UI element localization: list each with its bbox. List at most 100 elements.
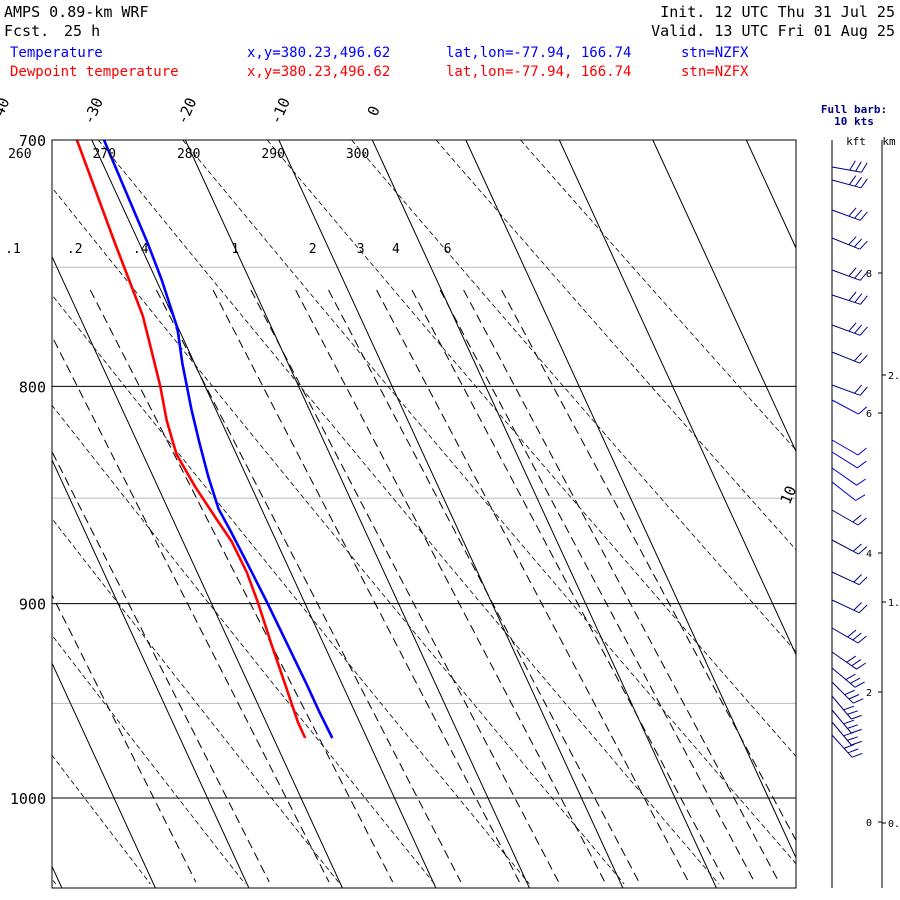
wind-barb-flag — [850, 677, 861, 684]
wind-barb-staff — [831, 439, 859, 456]
wind-barb-flag — [854, 324, 863, 334]
wind-barb-flag — [848, 322, 857, 332]
pressure-tick-label: 700 — [19, 132, 46, 150]
wind-barb-flag — [857, 447, 867, 456]
wind-barb-flag — [847, 629, 857, 638]
kft-tick-label: 0 — [866, 818, 872, 829]
dry-adiabat-line — [351, 140, 796, 653]
dry-adiabat-label: 270 — [93, 147, 116, 162]
wind-barb-flag — [851, 752, 863, 758]
mixing-ratio-line — [89, 289, 394, 883]
kft-tick-label: 6 — [866, 409, 872, 420]
isotherm-line — [52, 458, 250, 888]
isotherm-line — [745, 140, 796, 250]
wind-barb-flag — [859, 211, 868, 221]
wind-barb-staff — [831, 539, 859, 555]
wind-barb-flag — [854, 209, 863, 219]
wind-barb-flag — [853, 352, 863, 362]
wind-barb-flag — [855, 494, 866, 501]
dry-adiabat-label: 280 — [177, 147, 200, 162]
wind-barb-flag — [859, 271, 868, 281]
wind-barb-flag — [853, 238, 863, 248]
wind-barb-flag — [860, 178, 868, 189]
wind-barb-flag — [857, 460, 867, 469]
dry-adiabat-line — [52, 517, 341, 885]
wind-barb-staff — [831, 166, 862, 173]
wind-barb-staff — [831, 481, 856, 501]
dry-adiabat-line — [435, 140, 796, 551]
isotherm-line — [91, 140, 437, 888]
wind-barb-staff — [831, 209, 861, 221]
kft-tick-label: 4 — [866, 549, 872, 560]
wind-barb-flag — [861, 162, 868, 173]
wind-barb-flag — [852, 698, 864, 704]
isotherm-label: -30 — [80, 95, 107, 127]
wind-barb-staff — [831, 294, 861, 305]
wind-barb-staff — [831, 179, 862, 189]
wind-barb-flag — [848, 267, 857, 277]
wind-barb-flag — [848, 291, 857, 301]
wind-barb-flag — [859, 386, 868, 396]
valid-time: Valid. 13 UTC Fri 01 Aug 25 — [651, 22, 895, 40]
isotherm-line — [278, 140, 624, 888]
wind-barb-staff — [831, 627, 859, 644]
wind-barb-flag — [847, 724, 858, 729]
mixing-ratio-line — [52, 335, 330, 883]
dry-adiabat-label: 260 — [8, 147, 31, 162]
mixing-ratio-line — [155, 289, 462, 883]
mixing-ratio-line — [52, 450, 270, 883]
background-grid — [52, 140, 796, 888]
mixing-ratio-line — [295, 289, 606, 883]
dewpoint-profile — [75, 140, 307, 739]
dry-adiabat-line — [520, 140, 796, 451]
mixing-ratio-line — [439, 289, 755, 883]
wind-barb-flag — [847, 748, 859, 754]
isotherm-label: -20 — [173, 95, 200, 127]
isotherm-line — [652, 140, 796, 453]
plot-frame — [51, 139, 797, 889]
isotherm-line — [52, 255, 343, 888]
wind-barb-flag — [859, 354, 868, 364]
wind-barb-flag — [858, 406, 868, 415]
legend-temperature-xy: x,y=380.23,496.62 — [247, 45, 390, 61]
wind-panel-title: Full barb: — [821, 103, 887, 116]
wind-barb-staff — [831, 399, 859, 415]
wind-barb-flag — [848, 207, 857, 217]
dry-adiabat-line — [52, 404, 436, 885]
wind-barb-staff — [831, 451, 858, 469]
wind-barb-staff — [831, 351, 860, 364]
pressure-tick-label: 1000 — [10, 790, 46, 808]
wind-barb-panel: 8 6 4 2 0 2. 1. 0. — [831, 140, 900, 888]
wind-barb-flag — [857, 635, 867, 644]
wind-barb-staff — [831, 695, 852, 720]
isotherm-line — [184, 140, 530, 888]
kft-tick-label: 2 — [866, 688, 872, 699]
mixing-ratio-label: 6 — [444, 242, 452, 257]
wind-barb-staff — [831, 384, 861, 396]
wind-barb-flag — [844, 689, 856, 696]
dry-adiabat-line — [97, 140, 720, 885]
wind-barb-flag — [851, 659, 862, 667]
dry-adiabat-line — [266, 140, 796, 758]
forecast-label: Fcst. — [4, 22, 49, 40]
wind-barb-staff — [831, 681, 854, 704]
dry-adiabat-line — [52, 634, 246, 885]
isotherm-label: -40 — [0, 95, 13, 127]
wind-barb-staff — [831, 467, 857, 486]
wind-barb-flag — [852, 632, 862, 641]
temperature-profile — [102, 140, 334, 739]
legend-dewpoint-latlon: lat,lon=-77.94, 166.74 — [446, 64, 631, 80]
wind-barb-flag — [856, 478, 866, 486]
mixing-ratio-label: 1 — [231, 242, 239, 257]
wind-barb-staff — [831, 324, 861, 336]
wind-barb-staff — [831, 734, 853, 758]
isotherm-line — [558, 140, 796, 656]
legend-temperature-stn: stn=NZFX — [681, 45, 749, 61]
legend-dewpoint-xy: x,y=380.23,496.62 — [247, 64, 390, 80]
wind-barb-flag — [843, 731, 855, 737]
isotherm-line — [371, 140, 717, 888]
mixing-ratio-label: 4 — [392, 242, 400, 257]
wind-barb-flag — [845, 673, 856, 681]
isotherm-line — [52, 662, 156, 888]
